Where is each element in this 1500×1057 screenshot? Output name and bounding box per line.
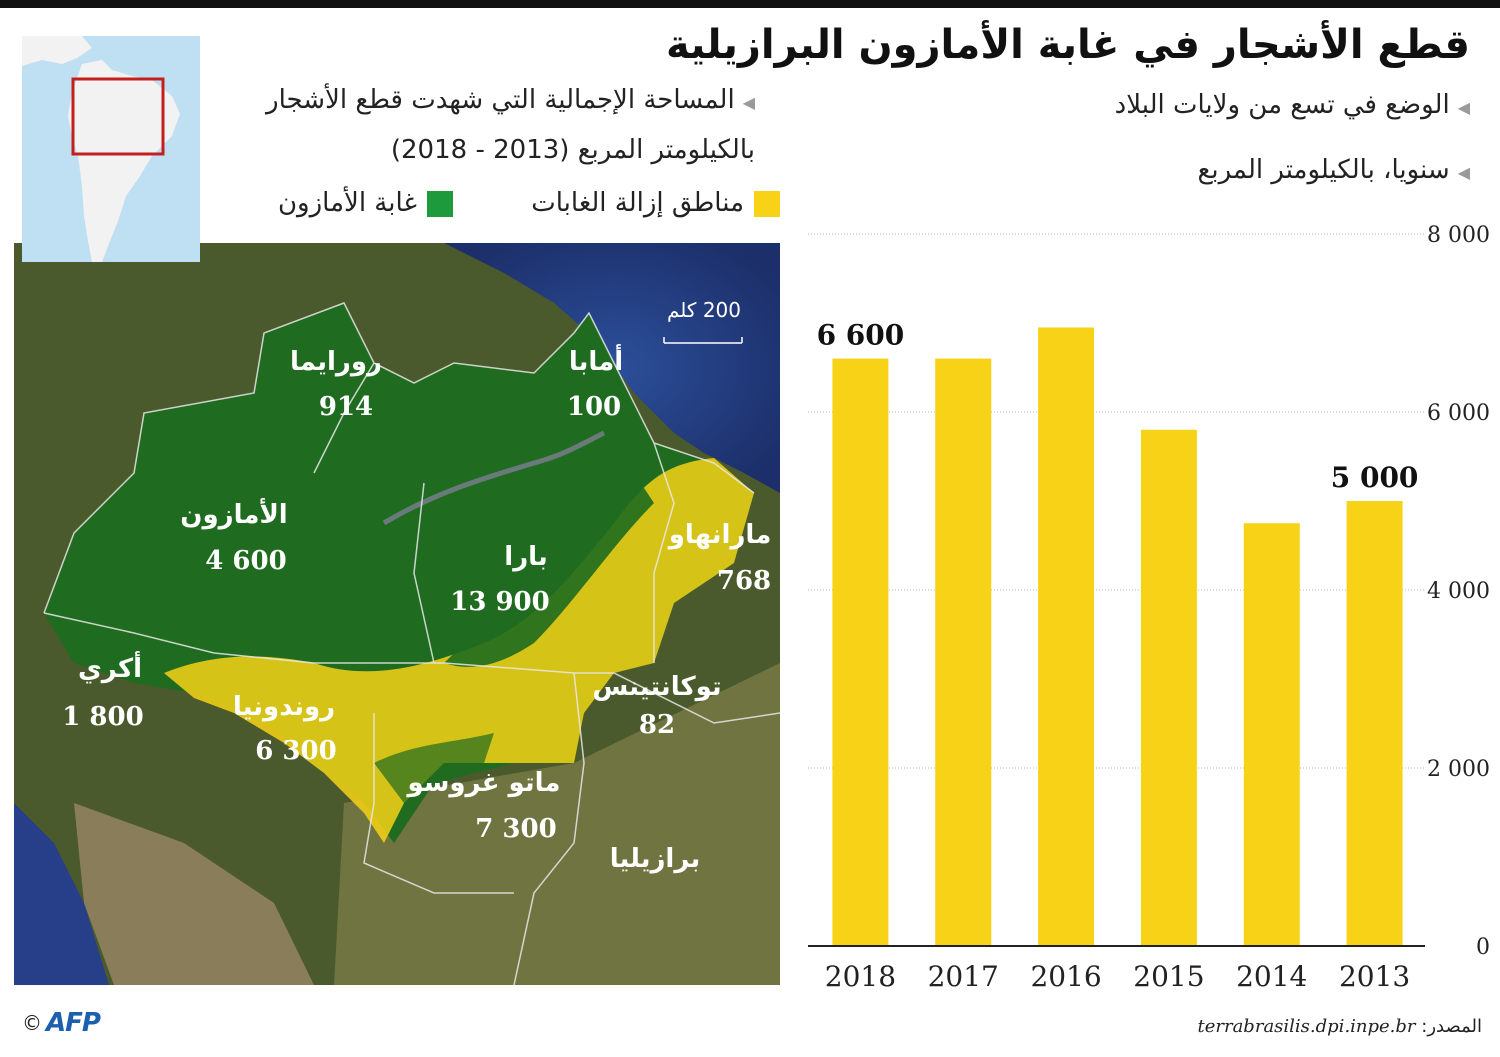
map-legend: مناطق إزالة الغابات غابة الأمازون bbox=[208, 188, 780, 218]
source-line: المصدر: terrabrasilis.dpi.inpe.br bbox=[1197, 1016, 1482, 1037]
bar bbox=[1140, 429, 1197, 946]
state-label-name: الأمازون bbox=[180, 498, 287, 530]
x-tick-label: 2014 bbox=[1236, 960, 1307, 993]
x-tick-label: 2017 bbox=[928, 960, 999, 993]
triangle-icon: ◀ bbox=[1457, 163, 1470, 182]
bar bbox=[1038, 327, 1095, 946]
triangle-icon: ◀ bbox=[1457, 98, 1470, 117]
data-label: 6 600 bbox=[817, 319, 905, 352]
state-label-name: بارا bbox=[504, 542, 547, 572]
y-tick-label: 2 000 bbox=[1427, 757, 1490, 782]
source-url: terrabrasilis.dpi.inpe.br bbox=[1197, 1016, 1416, 1037]
state-label-value: 100 bbox=[567, 392, 621, 422]
map-scale-label: 200 كلم bbox=[667, 298, 741, 322]
map-caption-line2: بالكيلومتر المربع (2013 - 2018) bbox=[390, 135, 755, 165]
state-label-name: روندونيا bbox=[233, 692, 335, 722]
legend-item-forest: غابة الأمازون bbox=[277, 188, 454, 218]
legend-label-deforestation: مناطق إزالة الغابات bbox=[531, 188, 744, 218]
top-rule bbox=[0, 0, 1500, 8]
map-forest-patch bbox=[444, 473, 654, 667]
bar-chart-svg: 0 2 000 4 000 6 000 8 000 2018 6 600 2017 2016 20… bbox=[808, 223, 1490, 993]
x-tick-label: 2018 bbox=[825, 960, 896, 993]
legend-swatch-green bbox=[427, 190, 454, 217]
country-label: برازيليا bbox=[610, 844, 701, 874]
deforestation-map: 200 كلم رورايما 914 أمابا 100 الأمازون 4… bbox=[14, 243, 780, 985]
map-ocean-atlantic bbox=[444, 243, 780, 493]
map-caption-text: المساحة الإجمالية التي شهدت قطع الأشجار bbox=[266, 85, 735, 115]
y-tick-label: 8 000 bbox=[1427, 223, 1490, 248]
state-label-name: ماتو غروسو bbox=[406, 768, 561, 798]
bar bbox=[832, 358, 889, 947]
state-label-value: 914 bbox=[319, 392, 373, 422]
triangle-icon: ◀ bbox=[742, 93, 755, 112]
chart-unit-label: ◀ سنويا، بالكيلومتر المربع bbox=[1198, 155, 1471, 185]
state-label-name: رورايما bbox=[290, 347, 382, 377]
state-label-value: 4 600 bbox=[205, 546, 286, 576]
chart-unit-text: سنويا، بالكيلومتر المربع bbox=[1197, 155, 1450, 185]
copyright-symbol: © bbox=[22, 1011, 42, 1035]
bar bbox=[1346, 501, 1403, 946]
state-label-value: 768 bbox=[717, 566, 771, 596]
y-tick-label: 0 bbox=[1476, 935, 1490, 960]
state-label-value: 1 800 bbox=[62, 702, 143, 732]
inset-svg bbox=[22, 36, 200, 262]
legend-label-forest: غابة الأمازون bbox=[277, 188, 418, 218]
legend-item-deforestation: مناطق إزالة الغابات bbox=[531, 188, 780, 218]
map-cerrado bbox=[334, 663, 780, 985]
x-tick-label: 2015 bbox=[1133, 960, 1204, 993]
source-label: المصدر: bbox=[1421, 1016, 1482, 1037]
afp-logo: AFP bbox=[46, 1008, 101, 1038]
state-label-value: 7 300 bbox=[475, 814, 556, 844]
bar bbox=[1243, 523, 1300, 946]
bar bbox=[935, 358, 992, 947]
x-tick-label: 2013 bbox=[1339, 960, 1410, 993]
inset-highlight-box bbox=[71, 77, 165, 156]
chart-subtitle: ◀ الوضع في تسع من ولايات البلاد bbox=[1115, 90, 1470, 120]
state-label-name: توكانتينس bbox=[592, 672, 721, 702]
inset-south-america bbox=[68, 60, 180, 262]
map-scale-bar bbox=[663, 337, 743, 344]
inset-locator-map bbox=[22, 36, 200, 262]
map-state-labels: رورايما 914 أمابا 100 الأمازون 4 600 بار… bbox=[62, 344, 771, 874]
map-ocean-pacific bbox=[14, 803, 109, 985]
page-title: قطع الأشجار في غابة الأمازون البرازيلية bbox=[665, 22, 1470, 68]
map-andes bbox=[74, 803, 314, 985]
credit: © AFP bbox=[22, 1008, 101, 1038]
bar-chart: 0 2 000 4 000 6 000 8 000 2018 6 600 2017 2016 20… bbox=[800, 210, 1500, 1010]
state-label-name: أكري bbox=[78, 651, 142, 684]
y-tick-label: 4 000 bbox=[1427, 579, 1490, 604]
state-label-name: مارانهاو bbox=[667, 520, 772, 550]
state-label-value: 82 bbox=[639, 710, 675, 740]
map-caption-line1: ◀ المساحة الإجمالية التي شهدت قطع الأشجار bbox=[266, 85, 755, 115]
inset-north-america bbox=[22, 36, 92, 66]
chart-subtitle-text: الوضع في تسع من ولايات البلاد bbox=[1114, 90, 1450, 120]
legend-swatch-yellow bbox=[754, 190, 780, 217]
data-label: 5 000 bbox=[1331, 461, 1419, 494]
map-svg: 200 كلم رورايما 914 أمابا 100 الأمازون 4… bbox=[14, 243, 780, 985]
map-forest-patch bbox=[374, 733, 494, 803]
state-label-name: أمابا bbox=[569, 344, 623, 377]
x-tick-label: 2016 bbox=[1030, 960, 1101, 993]
y-tick-label: 6 000 bbox=[1427, 401, 1490, 426]
state-label-value: 6 300 bbox=[255, 736, 336, 766]
map-state-borders bbox=[43, 302, 780, 985]
state-label-value: 13 900 bbox=[450, 587, 550, 617]
